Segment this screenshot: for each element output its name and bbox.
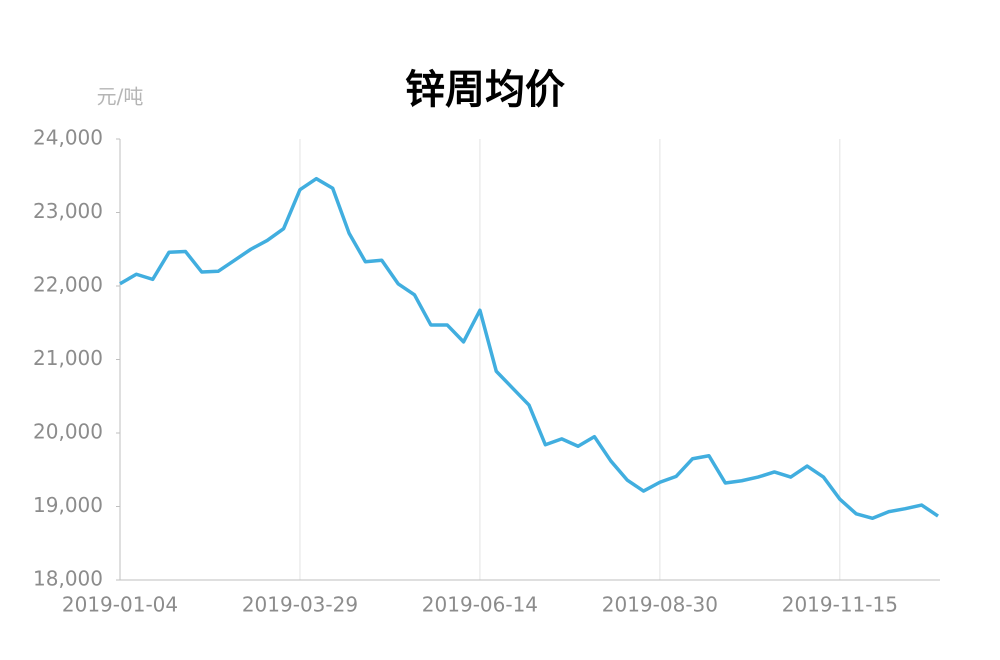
x-tick-label: 2019-06-14 [422,593,538,617]
y-tick-label: 23,000 [33,199,103,223]
y-tick-label: 21,000 [33,346,103,370]
x-tick-label: 2019-11-15 [782,593,898,617]
y-tick-label: 22,000 [33,273,103,297]
y-tick-label: 20,000 [33,420,103,444]
x-tick-label: 2019-03-29 [242,593,358,617]
y-tick-label: 19,000 [33,493,103,517]
x-tick-label: 2019-08-30 [602,593,718,617]
y-unit: 元/吨 [97,85,144,109]
x-tick-label: 2019-01-04 [62,593,178,617]
y-tick-label: 18,000 [33,567,103,591]
y-tick-label: 24,000 [33,126,103,150]
chart-title: 锌周均价 [405,67,565,113]
series-line [119,176,939,521]
